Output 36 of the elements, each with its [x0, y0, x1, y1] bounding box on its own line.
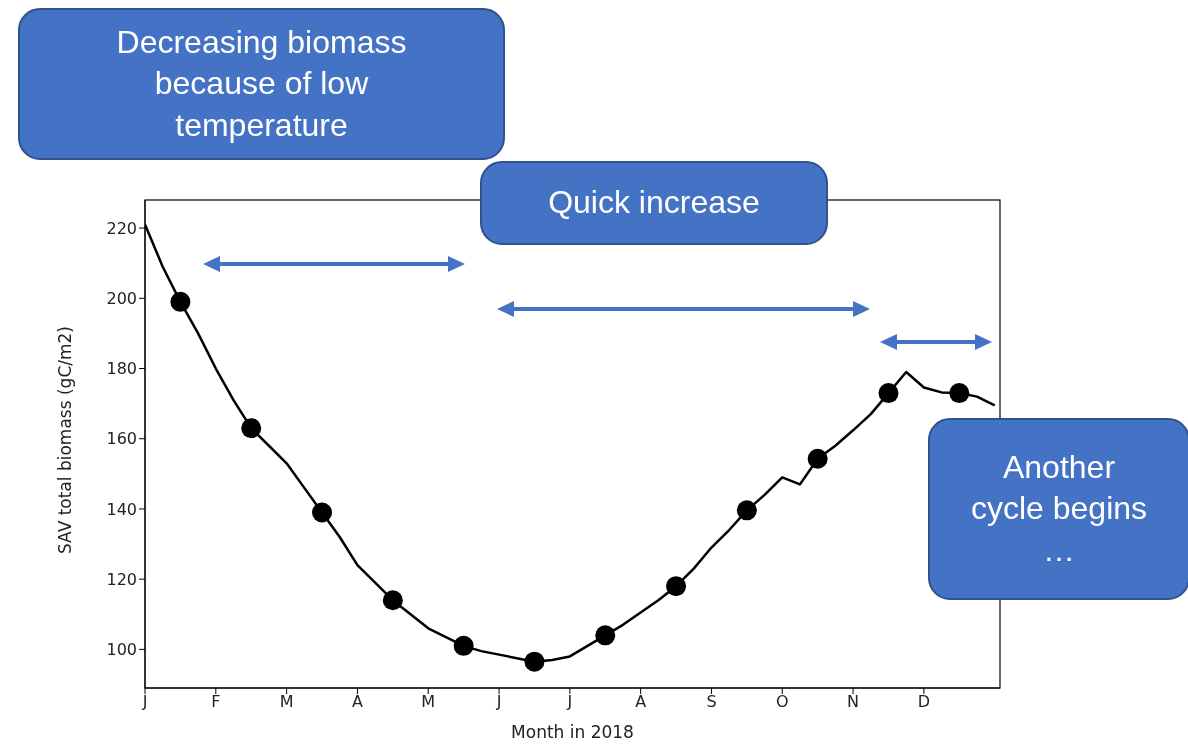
x-tick-label: S [706, 692, 717, 712]
point [949, 383, 970, 404]
x-tick-label: N [847, 692, 860, 712]
callout-box: Quick increase [480, 161, 828, 245]
point [241, 418, 262, 439]
y-axis-title: SAV total biomass (gC/m2) [55, 326, 76, 554]
y-tick-label: 180 [106, 359, 137, 379]
point [382, 590, 403, 611]
y-tick-label: 160 [106, 429, 137, 449]
point [524, 651, 545, 672]
y-tick-label: 100 [106, 640, 137, 660]
point [666, 576, 687, 597]
x-tick-label: J [141, 692, 148, 712]
x-tick-label: A [635, 692, 647, 712]
x-axis-title: Month in 2018 [511, 722, 634, 742]
y-tick-label: 120 [106, 569, 137, 589]
point [807, 448, 828, 469]
x-tick-label: M [279, 692, 294, 712]
x-tick-label: A [351, 692, 363, 712]
x-tick-label: D [917, 692, 931, 712]
callout-box: Decreasing biomass because of low temperature [18, 8, 505, 160]
y-tick-label: 220 [106, 218, 137, 238]
point [312, 502, 333, 523]
x-tick-label: M [421, 692, 436, 712]
y-tick-label: 140 [106, 499, 137, 519]
point [170, 291, 191, 312]
point [878, 383, 899, 404]
y-tick-label: 200 [106, 288, 137, 308]
callout-box: Another cycle begins … [928, 418, 1188, 600]
x-tick-label: O [775, 692, 789, 712]
x-tick-label: F [211, 692, 221, 712]
x-tick-label: J [566, 692, 573, 712]
point [453, 635, 474, 656]
x-tick-label: J [495, 692, 502, 712]
point [595, 625, 616, 646]
point [736, 500, 757, 521]
